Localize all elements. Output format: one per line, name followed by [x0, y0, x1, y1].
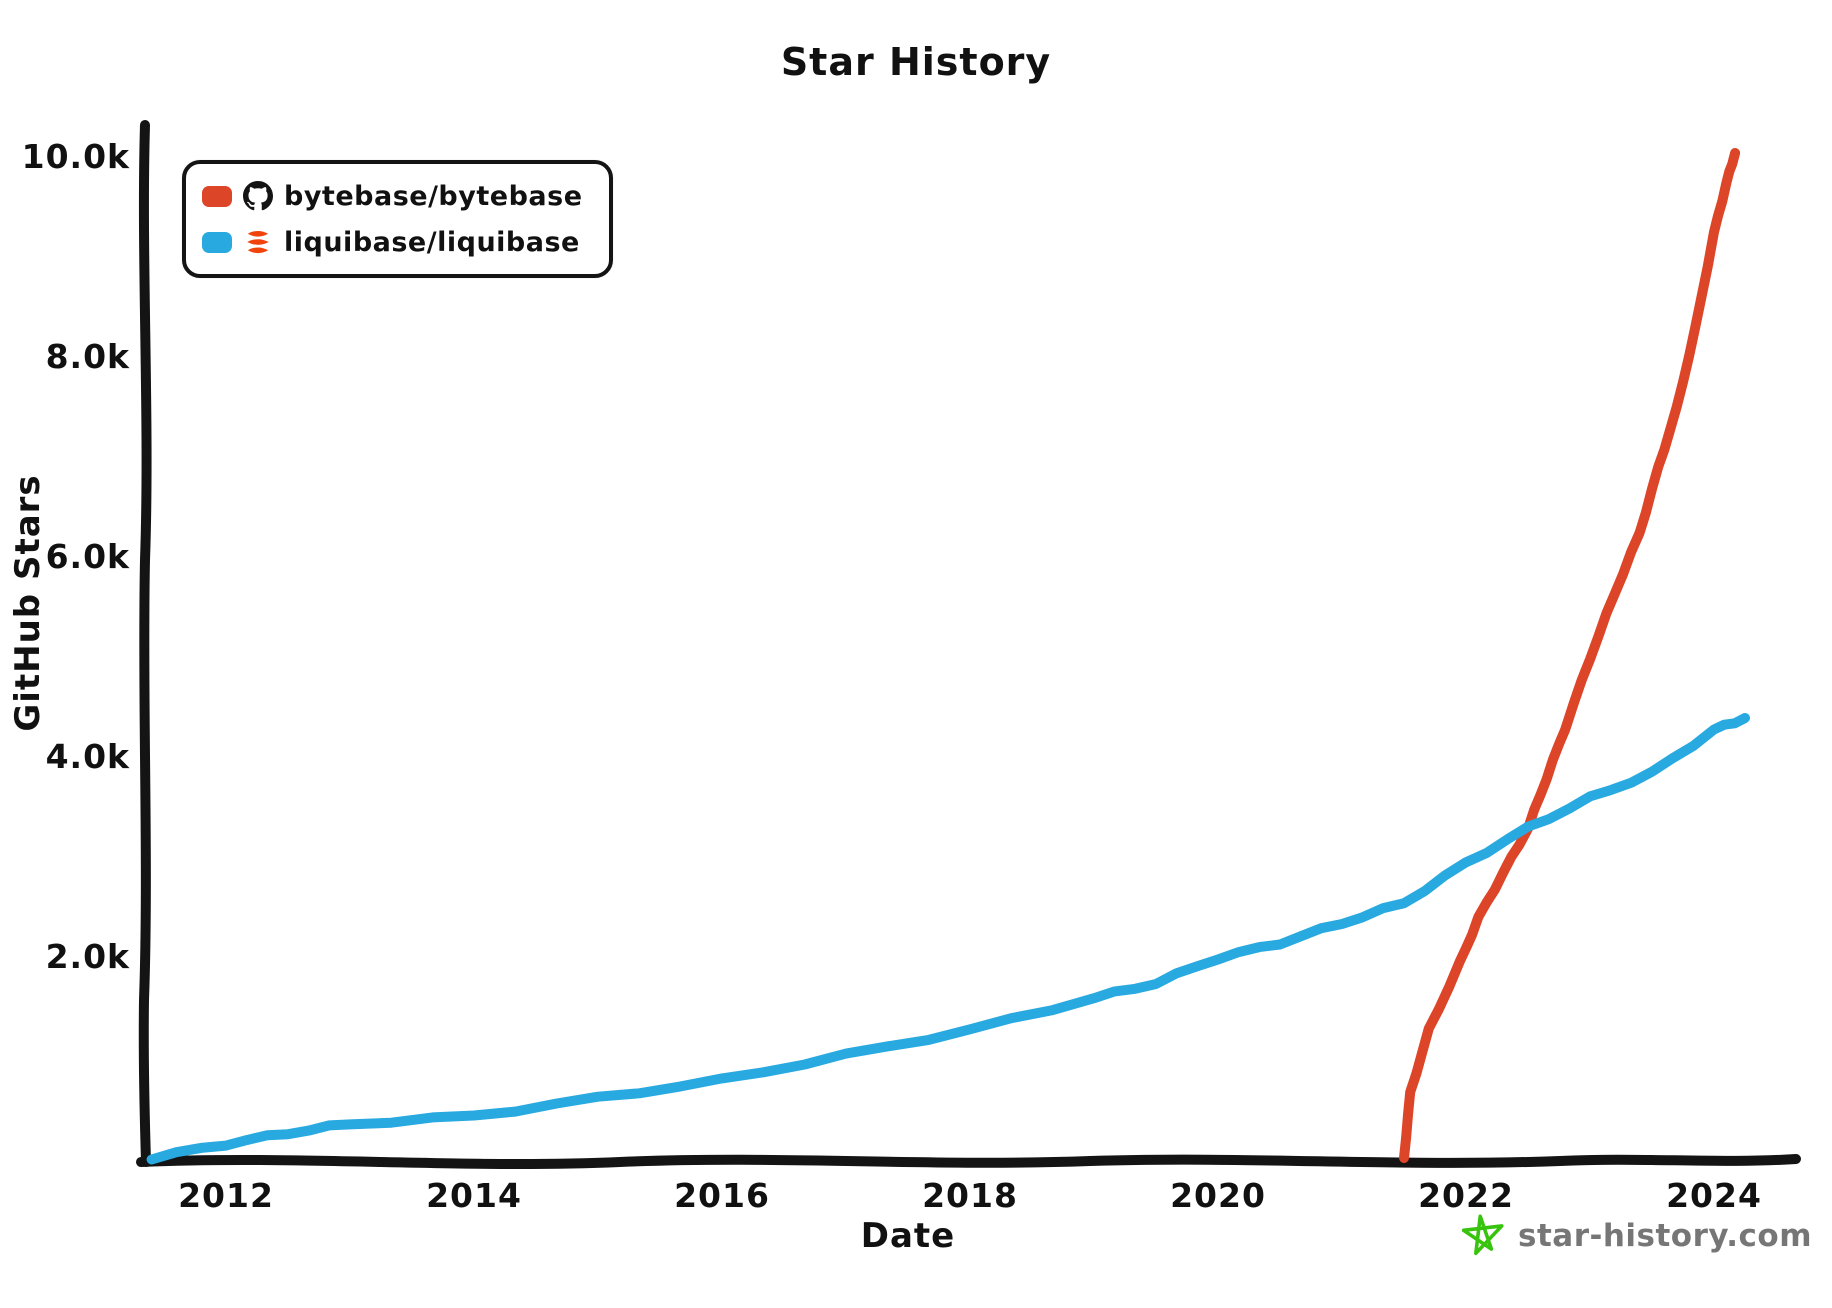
y-tick-label-10.0k: 10.0k	[21, 137, 130, 176]
series-line-bytebase	[1399, 148, 1741, 1163]
y-tick-label-8.0k: 8.0k	[45, 337, 130, 376]
x-axis-line	[136, 1154, 1801, 1170]
series-lines	[146, 148, 1750, 1165]
y-tick-label-2.0k: 2.0k	[45, 937, 130, 976]
legend-row-liquibase[interactable]: liquibase/liquibase	[202, 222, 583, 262]
liquibase-icon	[243, 227, 273, 257]
x-tick-label-2020: 2020	[1170, 1176, 1266, 1215]
y-tick-label-6.0k: 6.0k	[45, 537, 130, 576]
github-octocat-icon	[243, 181, 273, 211]
x-tick-label-2024: 2024	[1666, 1176, 1762, 1215]
y-tick-label-4.0k: 4.0k	[45, 737, 130, 776]
legend-row-bytebase[interactable]: bytebase/bytebase	[202, 176, 583, 216]
legend-label-bytebase: bytebase/bytebase	[284, 180, 583, 212]
y-axis-title: GitHub Stars	[8, 474, 48, 732]
star-history-star-icon	[1462, 1212, 1506, 1260]
legend-label-liquibase: liquibase/liquibase	[284, 226, 580, 258]
x-tick-label-2014: 2014	[426, 1176, 522, 1215]
x-tick-label-2022: 2022	[1418, 1176, 1514, 1215]
x-tick-label-2012: 2012	[178, 1176, 274, 1215]
x-tick-label-2018: 2018	[922, 1176, 1018, 1215]
liquibase-color-swatch	[202, 231, 232, 253]
legend[interactable]: bytebase/bytebase liquibase/liquibase	[182, 160, 613, 278]
x-axis-title: Date	[860, 1216, 956, 1256]
series-line-liquibase	[146, 713, 1750, 1165]
chart-title: Star History	[780, 40, 1052, 84]
x-tick-label-2016: 2016	[674, 1176, 770, 1215]
watermark[interactable]: star-history.com	[1462, 1208, 1822, 1264]
y-axis-line	[138, 120, 152, 1167]
watermark-text: star-history.com	[1518, 1218, 1813, 1254]
bytebase-color-swatch	[202, 185, 232, 207]
